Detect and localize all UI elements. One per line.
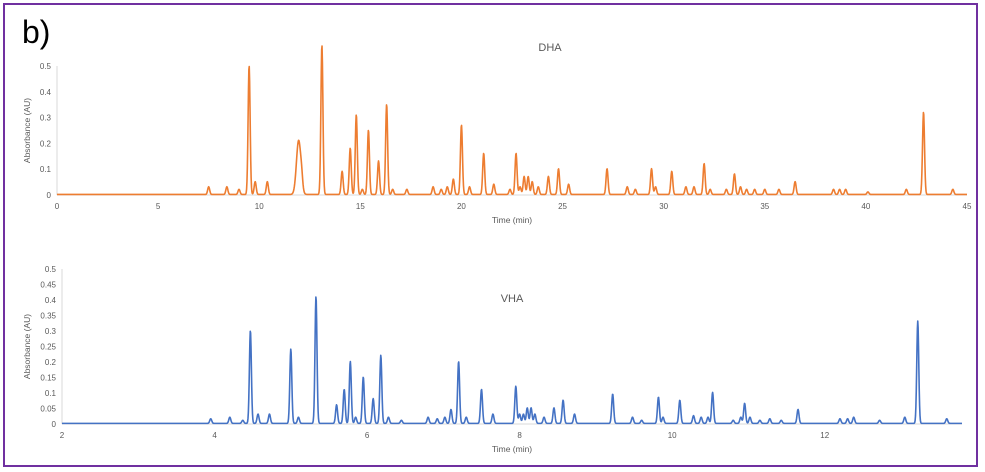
vha-y-tick-label: 0.5 [45, 265, 57, 274]
vha-y-tick-label: 0.25 [40, 343, 56, 352]
vha-y-tick-label: 0.15 [40, 374, 56, 383]
dha-x-tick-label: 10 [255, 202, 264, 211]
vha-y-tick-label: 0.05 [40, 405, 56, 414]
vha-x-tick-label: 10 [668, 431, 677, 440]
dha-y-tick-label: 0 [47, 191, 52, 200]
vha-x-tick-label: 6 [365, 431, 370, 440]
vha-trace [62, 296, 963, 425]
dha-y-axis-title: Absorbance (AU) [22, 98, 32, 163]
figure-frame [3, 3, 978, 467]
vha-y-tick-label: 0.35 [40, 312, 56, 321]
vha-y-tick-label: 0.4 [45, 296, 57, 305]
vha-y-tick-label: 0.3 [45, 327, 57, 336]
vha-x-tick-label: 12 [820, 431, 829, 440]
vha-x-tick-label: 4 [212, 431, 217, 440]
dha-x-tick-label: 5 [156, 202, 161, 211]
vha-x-tick-label: 8 [517, 431, 522, 440]
vha-title: VHA [501, 293, 524, 305]
vha-y-tick-label: 0 [52, 420, 57, 429]
vha-y-tick-label: 0.2 [45, 358, 57, 367]
dha-trace [57, 45, 968, 196]
dha-title: DHA [538, 42, 562, 54]
dha-x-tick-label: 40 [861, 202, 870, 211]
vha-y-tick-label: 0.1 [45, 389, 57, 398]
dha-x-axis-title: Time (min) [492, 215, 532, 225]
dha-y-tick-label: 0.2 [40, 139, 52, 148]
vha-x-axis-title: Time (min) [492, 444, 532, 454]
dha-x-tick-label: 25 [558, 202, 567, 211]
dha-x-tick-label: 15 [356, 202, 365, 211]
dha-y-tick-label: 0.5 [40, 62, 52, 71]
dha-y-tick-label: 0.3 [40, 114, 52, 123]
dha-x-tick-label: 0 [55, 202, 60, 211]
dha-x-tick-label: 45 [963, 202, 972, 211]
vha-y-tick-label: 0.45 [40, 281, 56, 290]
vha-x-tick-label: 2 [60, 431, 65, 440]
dha-x-tick-label: 35 [760, 202, 769, 211]
dha-x-tick-label: 30 [659, 202, 668, 211]
dha-y-tick-label: 0.1 [40, 165, 52, 174]
vha-y-axis-title: Absorbance (AU) [22, 314, 32, 379]
panel-label: b) [22, 14, 51, 50]
dha-x-tick-label: 20 [457, 202, 466, 211]
dha-y-tick-label: 0.4 [40, 88, 52, 97]
